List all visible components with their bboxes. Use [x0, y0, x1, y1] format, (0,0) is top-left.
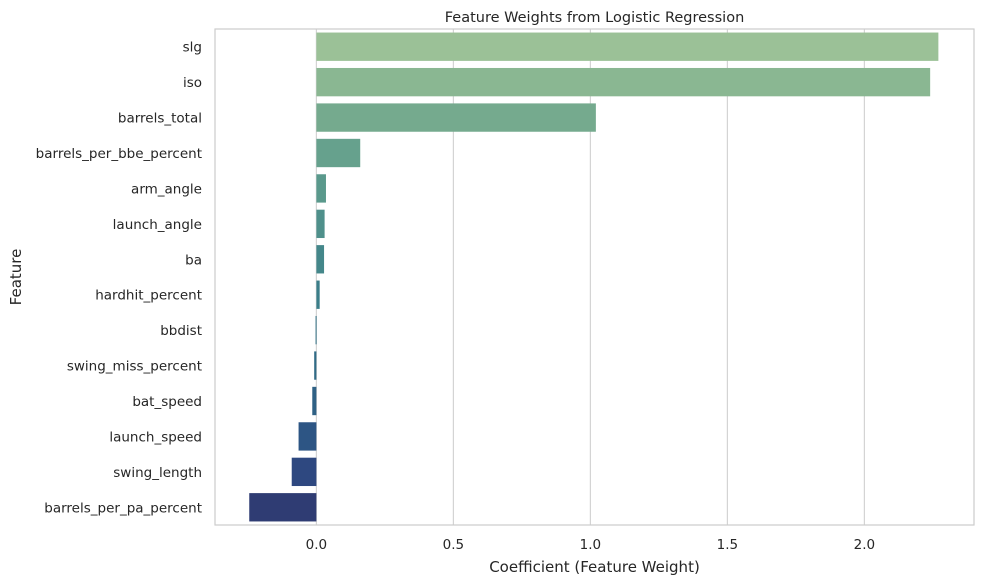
y-tick-label: barrels_per_pa_percent	[44, 500, 202, 516]
y-tick-label: ba	[185, 252, 202, 268]
y-tick-label: slg	[183, 40, 202, 56]
y-tick-label: swing_miss_percent	[67, 359, 202, 375]
y-tick-labels: slg iso barrels_total barrels_per_bbe_perce…	[36, 40, 202, 517]
bar	[316, 138, 361, 168]
bar	[298, 422, 317, 451]
y-tick-label: launch_angle	[113, 217, 202, 233]
y-tick-label: iso	[183, 75, 202, 91]
y-tick-label: arm_angle	[131, 181, 202, 197]
x-tick-label: 1.0	[580, 537, 601, 553]
bar	[316, 209, 325, 239]
chart-title: Feature Weights from Logistic Regression	[445, 10, 745, 26]
plot-frame	[214, 28, 975, 526]
bar	[316, 245, 325, 274]
y-tick-label: bat_speed	[132, 394, 202, 410]
y-tick-label: barrels_total	[118, 111, 202, 127]
y-tick-label: bbdist	[160, 323, 202, 339]
bars	[249, 32, 939, 522]
y-tick-label: launch_speed	[109, 429, 202, 445]
bar	[315, 315, 317, 345]
bar	[316, 174, 326, 203]
y-tick-label: hardhit_percent	[95, 288, 202, 304]
bar	[316, 32, 939, 61]
y-axis-title: Feature	[7, 249, 25, 306]
x-tick-label: 1.5	[717, 537, 738, 553]
bar	[316, 67, 931, 97]
x-tick-label: 2.0	[854, 537, 875, 553]
x-tick-label: 0.0	[306, 537, 327, 553]
bar	[312, 386, 317, 416]
bar	[291, 457, 317, 487]
x-axis-title: Coefficient (Feature Weight)	[489, 558, 700, 576]
bar	[249, 493, 317, 522]
bar	[316, 103, 596, 132]
bar	[314, 351, 317, 380]
x-tick-label: 0.5	[443, 537, 464, 553]
bar	[316, 280, 320, 309]
y-tick-label: barrels_per_bbe_percent	[36, 146, 202, 162]
x-tick-labels: 0.0 0.5 1.0 1.5 2.0	[306, 537, 875, 553]
y-tick-label: swing_length	[113, 465, 202, 481]
